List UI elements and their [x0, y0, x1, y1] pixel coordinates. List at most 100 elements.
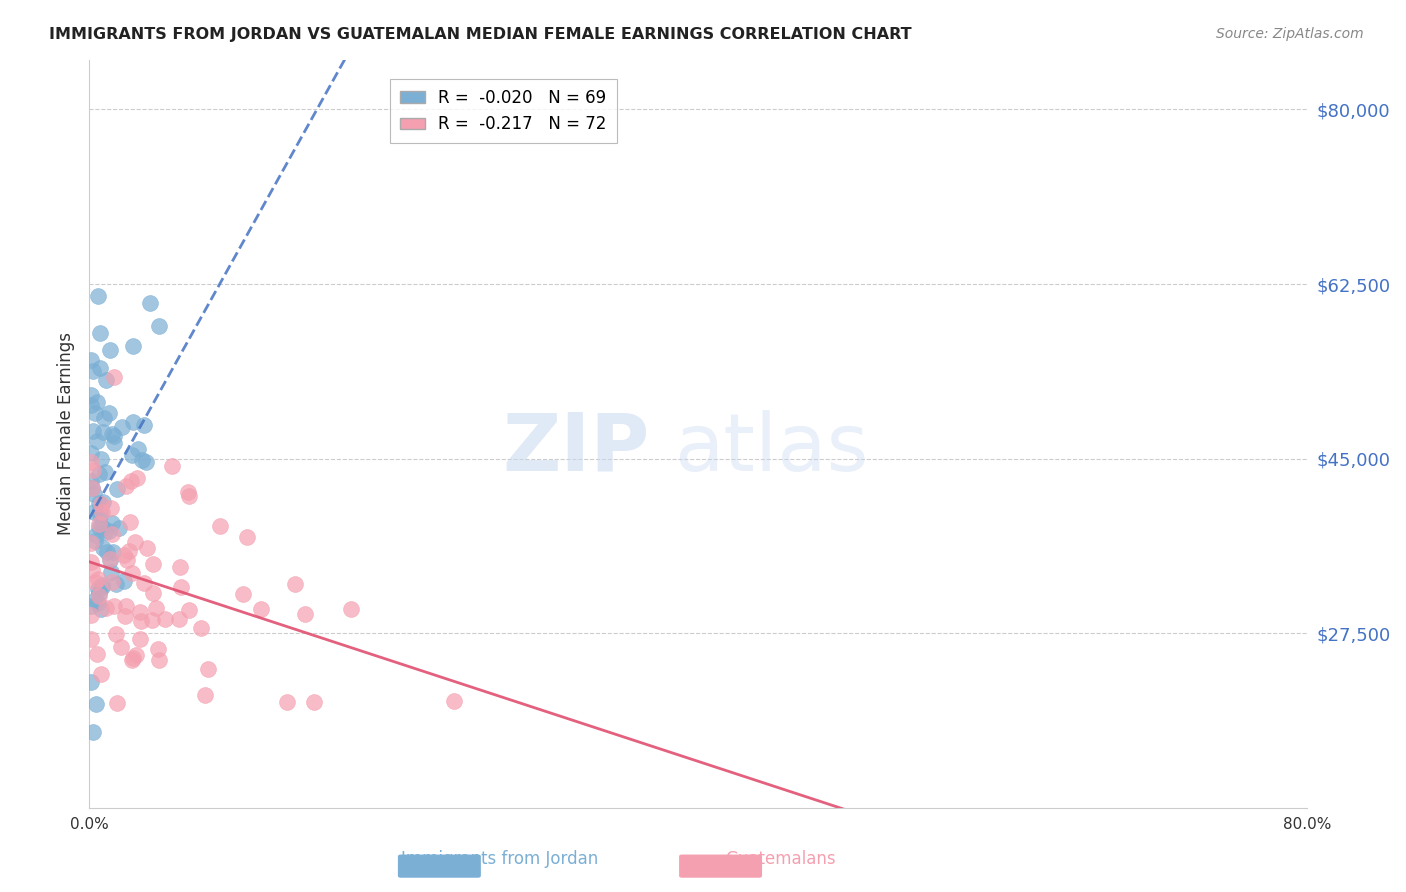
Point [79, 445, 101, 459]
Point [148, 319, 170, 334]
Point [79, 555, 101, 569]
Point [82, 424, 104, 438]
Point [160, 458, 183, 473]
Point [90, 519, 112, 533]
Point [236, 530, 259, 544]
Point [120, 516, 142, 530]
Point [97, 406, 120, 420]
Point [101, 575, 124, 590]
Point [112, 548, 135, 562]
Point [93, 411, 115, 425]
Point [91, 505, 114, 519]
Point [148, 653, 170, 667]
Point [101, 544, 124, 558]
Point [79, 474, 101, 488]
Point [118, 543, 141, 558]
Point [103, 599, 125, 614]
Point [84, 574, 107, 589]
Point [79, 599, 101, 613]
Point [104, 577, 127, 591]
Point [209, 519, 232, 533]
Point [128, 632, 150, 646]
Point [90, 497, 112, 511]
Point [121, 566, 143, 580]
Point [80, 607, 103, 622]
Point [132, 418, 155, 433]
Point [89, 508, 111, 523]
Point [86, 434, 108, 449]
Point [83, 506, 105, 520]
Point [177, 603, 200, 617]
Point [190, 621, 212, 635]
Point [80, 481, 103, 495]
Point [142, 586, 165, 600]
Point [96, 545, 118, 559]
Point [98, 343, 121, 358]
Point [103, 436, 125, 450]
Point [121, 474, 143, 488]
Point [86, 395, 108, 409]
Point [115, 479, 138, 493]
Point [250, 602, 273, 616]
Point [91, 425, 114, 439]
Point [124, 534, 146, 549]
Point [89, 516, 111, 531]
Point [89, 504, 111, 518]
Point [128, 605, 150, 619]
Point [169, 560, 191, 574]
Point [139, 296, 162, 310]
Point [145, 601, 167, 615]
Point [122, 338, 145, 352]
Point [79, 454, 101, 468]
Point [79, 353, 101, 368]
Point [80, 563, 103, 577]
Point [135, 455, 157, 469]
Point [443, 693, 465, 707]
Point [86, 582, 108, 596]
Point [136, 541, 159, 556]
Point [101, 516, 124, 530]
Point [101, 527, 124, 541]
Point [90, 451, 112, 466]
Y-axis label: Median Female Earnings: Median Female Earnings [58, 332, 75, 535]
Text: atlas: atlas [673, 409, 869, 488]
Point [232, 587, 254, 601]
Point [177, 484, 200, 499]
Point [93, 465, 115, 479]
Text: Guatemalans: Guatemalans [725, 850, 835, 868]
Point [114, 608, 136, 623]
Point [339, 602, 361, 616]
Point [276, 695, 298, 709]
Text: Source: ZipAtlas.com: Source: ZipAtlas.com [1216, 27, 1364, 41]
Point [131, 453, 153, 467]
Legend: R =  -0.020   N = 69, R =  -0.217   N = 72: R = -0.020 N = 69, R = -0.217 N = 72 [389, 79, 616, 144]
Point [84, 406, 107, 420]
Point [127, 471, 149, 485]
Point [170, 580, 193, 594]
Point [121, 449, 143, 463]
Point [90, 667, 112, 681]
Point [121, 653, 143, 667]
Point [302, 695, 325, 709]
Point [94, 373, 117, 387]
Point [100, 426, 122, 441]
Point [124, 648, 146, 662]
Point [103, 370, 125, 384]
Point [90, 578, 112, 592]
Point [121, 651, 143, 665]
Point [105, 696, 128, 710]
Point [80, 398, 103, 412]
Text: Immigrants from Jordan: Immigrants from Jordan [401, 850, 598, 868]
Point [82, 364, 104, 378]
Point [112, 574, 135, 589]
Point [141, 613, 163, 627]
Point [87, 495, 110, 509]
Point [82, 481, 104, 495]
Point [294, 607, 316, 621]
Point [142, 557, 165, 571]
Text: ZIP: ZIP [502, 409, 650, 488]
Point [89, 519, 111, 533]
Point [87, 589, 110, 603]
Point [110, 640, 132, 654]
Point [96, 601, 118, 615]
